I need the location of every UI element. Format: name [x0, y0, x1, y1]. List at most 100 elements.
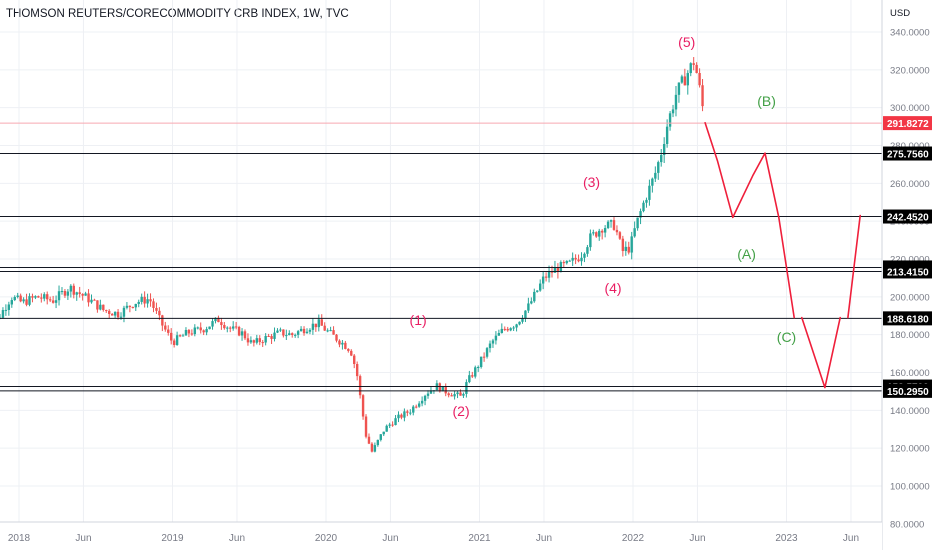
- candle-body: [438, 383, 442, 392]
- candle-body: [603, 228, 607, 233]
- candle-body: [63, 291, 67, 296]
- candle: [598, 228, 601, 241]
- candle: [577, 254, 580, 263]
- wave-labels: (1) (2) (3) (4) (5) (A) (B) (C): [410, 34, 797, 419]
- candle-body: [509, 328, 512, 331]
- candle-body: [642, 202, 645, 212]
- level-badge: 188.6180: [883, 311, 932, 326]
- candle: [485, 347, 489, 359]
- candle: [580, 252, 583, 266]
- candle-body: [285, 335, 288, 337]
- candle-body: [571, 257, 574, 261]
- candle: [1, 307, 5, 319]
- candle-body: [674, 94, 678, 110]
- candle: [642, 200, 645, 213]
- candle-body: [350, 350, 353, 356]
- candle-body: [43, 294, 46, 299]
- y-tick-label: 300.0000: [890, 103, 930, 114]
- level-badge: 242.4520: [883, 209, 932, 224]
- candle: [453, 390, 456, 400]
- candle-body: [689, 63, 692, 74]
- candle: [621, 235, 625, 257]
- candle-body: [34, 296, 37, 298]
- candle-body: [293, 334, 297, 336]
- candle: [674, 85, 678, 117]
- candle: [633, 221, 636, 238]
- candle: [60, 287, 64, 295]
- candle: [447, 392, 450, 398]
- candle-body: [341, 342, 344, 345]
- candle: [533, 288, 536, 303]
- candle: [122, 305, 126, 323]
- candle: [90, 294, 93, 304]
- candle: [512, 325, 515, 331]
- level-badge-box: [883, 383, 932, 398]
- candle-body: [66, 291, 70, 296]
- candle: [417, 401, 421, 408]
- candle-body: [240, 331, 244, 336]
- level-badge-label: 188.6180: [887, 314, 929, 325]
- candle-body: [367, 436, 371, 444]
- candle: [630, 231, 633, 260]
- candle: [249, 336, 253, 344]
- x-tick-label: Jun: [382, 533, 398, 544]
- candle-body: [456, 392, 459, 395]
- candle: [353, 353, 356, 369]
- candle-body: [116, 311, 120, 318]
- candle-body: [57, 291, 61, 301]
- candle: [562, 260, 566, 268]
- wave-label: (2): [453, 403, 470, 419]
- candle: [22, 297, 25, 304]
- candle-body: [518, 321, 521, 325]
- candle-body: [482, 356, 486, 358]
- level-badge-label: 213.4150: [887, 267, 929, 278]
- candle-body: [261, 342, 264, 344]
- candle: [412, 405, 415, 416]
- candle-body: [423, 395, 427, 401]
- candle: [695, 62, 698, 74]
- candle: [7, 301, 11, 316]
- candle: [296, 329, 300, 339]
- candle-body: [521, 318, 524, 322]
- candle: [627, 241, 630, 255]
- candle-body: [500, 328, 504, 333]
- candle: [450, 392, 453, 397]
- candle-body: [692, 63, 695, 65]
- candle: [648, 179, 651, 206]
- candle: [606, 220, 610, 230]
- candle: [385, 424, 388, 432]
- candle: [172, 338, 176, 348]
- candle: [282, 329, 285, 338]
- candle-body: [125, 305, 129, 308]
- candle: [314, 323, 318, 332]
- candle-body: [621, 238, 625, 252]
- candle-body: [695, 64, 698, 73]
- wave-label: (B): [757, 93, 776, 109]
- y-tick-label: 320.0000: [890, 65, 930, 76]
- candle: [217, 315, 220, 323]
- candle: [196, 326, 199, 330]
- candle-body: [96, 300, 99, 310]
- candle-body: [497, 332, 501, 336]
- candle-body: [84, 293, 87, 296]
- candle: [332, 326, 335, 335]
- candle-body: [686, 73, 689, 86]
- candle-body: [78, 292, 81, 294]
- candle: [335, 334, 338, 343]
- x-tick-label: 2022: [622, 533, 645, 544]
- candle: [305, 328, 309, 334]
- time-axis-background: [0, 522, 882, 550]
- candle-body: [447, 393, 450, 396]
- candle: [155, 302, 158, 315]
- candle: [208, 326, 211, 330]
- candle-body: [479, 356, 483, 367]
- candle-body: [258, 338, 261, 343]
- candle-body: [178, 335, 182, 337]
- candle: [288, 330, 291, 336]
- y-tick-label: 280.0000: [890, 141, 930, 152]
- candle-body: [547, 271, 551, 278]
- candle-body: [654, 172, 657, 179]
- candle-body: [636, 217, 639, 229]
- candle-body: [326, 330, 329, 332]
